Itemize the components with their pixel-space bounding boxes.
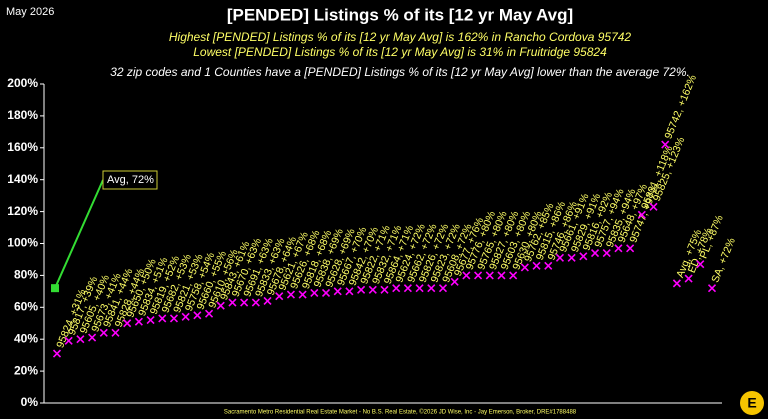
marker: [649, 202, 658, 211]
date-label: May 2026: [6, 6, 54, 18]
logo: E: [740, 391, 764, 415]
marker: [602, 249, 611, 258]
y-tick-label: 180%: [7, 108, 38, 122]
average-box: [102, 170, 158, 190]
marker: [310, 288, 319, 298]
y-tick-label: 200%: [7, 76, 38, 90]
marker: [298, 290, 307, 299]
average-label: Avg, 72%: [107, 174, 154, 186]
marker: [532, 261, 541, 270]
y-tick-label: 60%: [14, 299, 38, 313]
y-tick-label: 40%: [14, 331, 38, 345]
marker: [263, 296, 272, 305]
marker: [146, 315, 155, 325]
marker: [216, 301, 225, 310]
marker: [579, 252, 588, 261]
marker: [240, 298, 249, 307]
marker: [99, 328, 108, 337]
marker: [357, 285, 366, 294]
average-marker: [51, 284, 59, 293]
marker: [123, 319, 132, 328]
marker: [626, 244, 635, 253]
marker: [684, 274, 693, 283]
marker: [509, 271, 518, 280]
marker: [485, 271, 494, 280]
marker: [158, 314, 167, 323]
marker: [567, 253, 576, 262]
marker: [590, 249, 600, 258]
subtitle: Lowest [PENDED] Listings % of its [12 yr…: [193, 45, 607, 59]
y-tick-label: 0%: [21, 395, 39, 409]
marker: [544, 261, 553, 270]
marker: [415, 284, 424, 293]
marker: [76, 335, 85, 344]
average-leader: [54, 179, 104, 289]
marker: [286, 290, 295, 299]
marker: [228, 298, 237, 307]
marker: [333, 287, 342, 296]
marker: [204, 309, 214, 318]
subtitle: Highest [PENDED] Listings % of its [12 y…: [169, 30, 632, 44]
marker: [696, 260, 705, 269]
marker: [134, 317, 143, 326]
marker: [520, 263, 529, 272]
svg-text:E: E: [747, 395, 756, 411]
y-tick-label: 140%: [7, 172, 38, 186]
marker: [497, 271, 506, 280]
marker: [427, 284, 436, 293]
marker: [672, 279, 681, 288]
marker: [450, 277, 459, 286]
marker: [403, 284, 412, 293]
marker: [169, 314, 179, 323]
marker: [661, 140, 670, 149]
marker: [88, 333, 97, 342]
marker: [392, 284, 401, 293]
marker: [345, 287, 354, 296]
marker: [181, 312, 190, 321]
marker: [64, 336, 73, 345]
marker: [275, 292, 284, 301]
chart-title: [PENDED] Listings % of its [12 yr May Av…: [227, 5, 573, 24]
marker: [321, 288, 331, 298]
marker: [368, 285, 377, 294]
marker: [111, 328, 120, 337]
marker: [555, 253, 565, 262]
marker: [707, 284, 717, 293]
y-tick-label: 100%: [7, 236, 38, 250]
marker: [380, 285, 389, 294]
marker: [614, 244, 623, 253]
marker: [193, 311, 202, 320]
footer: Sacramento Metro Residential Real Estate…: [224, 409, 577, 416]
y-tick-label: 20%: [14, 363, 38, 377]
y-tick-label: 160%: [7, 140, 38, 154]
y-tick-label: 80%: [14, 268, 38, 282]
marker: [474, 271, 483, 280]
point-label: 95742, +162%: [662, 73, 699, 141]
y-tick-label: 120%: [7, 204, 38, 218]
marker: [637, 210, 646, 219]
marker: [462, 271, 471, 280]
marker: [251, 298, 260, 307]
marker: [438, 284, 448, 293]
note: 32 zip codes and 1 Counties have a [PEND…: [110, 65, 690, 79]
marker: [52, 349, 62, 358]
